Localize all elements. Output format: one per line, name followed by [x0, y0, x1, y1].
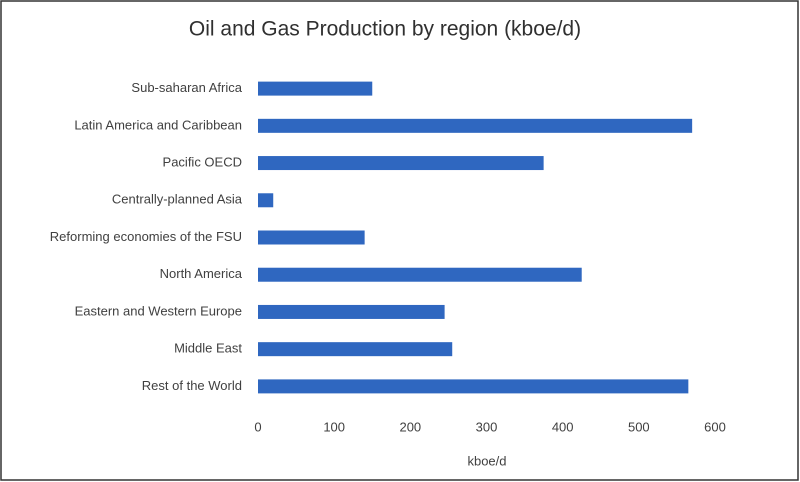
x-tick-label: 100 — [323, 419, 345, 434]
bar — [258, 379, 689, 394]
y-tick-label: Pacific OECD — [163, 154, 242, 169]
y-tick-label: Sub-saharan Africa — [131, 80, 242, 95]
y-tick-label: Reforming economies of the FSU — [50, 229, 242, 244]
y-tick-label: Rest of the World — [142, 378, 242, 393]
bar — [258, 267, 582, 282]
chart-title: Oil and Gas Production by region (kboe/d… — [189, 18, 581, 41]
y-tick-label: North America — [160, 266, 243, 281]
y-tick-label: Latin America and Caribbean — [74, 117, 242, 132]
y-tick-label: Eastern and Western Europe — [75, 303, 242, 318]
y-tick-label: Middle East — [174, 341, 242, 356]
bar — [258, 156, 544, 171]
bar — [258, 230, 365, 245]
x-tick-label: 600 — [704, 419, 726, 434]
x-tick-label: 300 — [476, 419, 498, 434]
x-tick-label: 400 — [552, 419, 574, 434]
x-tick-label: 500 — [628, 419, 650, 434]
bar — [258, 193, 274, 208]
x-tick-label: 200 — [399, 419, 421, 434]
bar — [258, 81, 373, 96]
y-tick-label: Centrally-planned Asia — [112, 192, 243, 207]
x-axis-label: kboe/d — [467, 453, 506, 468]
bar — [258, 118, 693, 133]
bar — [258, 304, 445, 319]
x-tick-label: 0 — [254, 419, 261, 434]
bar — [258, 342, 453, 357]
